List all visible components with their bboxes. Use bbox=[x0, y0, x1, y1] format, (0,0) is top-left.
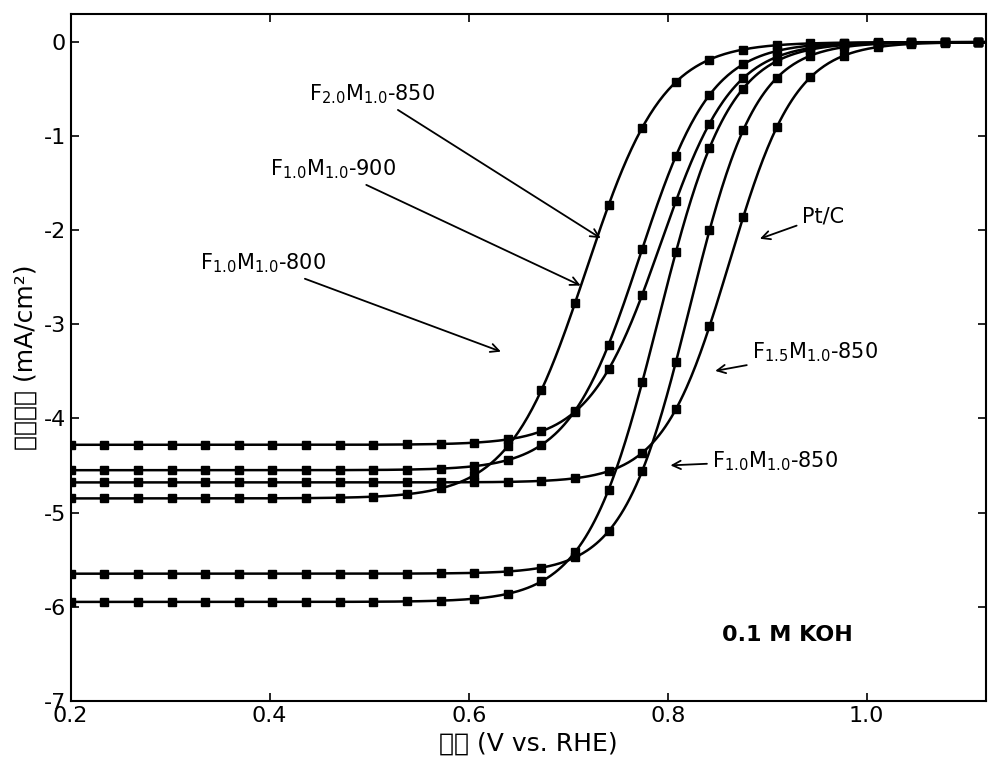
Y-axis label: 电流密度 (mA/cm²): 电流密度 (mA/cm²) bbox=[14, 265, 38, 450]
Text: F$_{1.0}$M$_{1.0}$-850: F$_{1.0}$M$_{1.0}$-850 bbox=[672, 449, 839, 473]
Text: F$_{2.0}$M$_{1.0}$-850: F$_{2.0}$M$_{1.0}$-850 bbox=[309, 82, 599, 237]
Text: F$_{1.0}$M$_{1.0}$-800: F$_{1.0}$M$_{1.0}$-800 bbox=[200, 251, 499, 352]
Text: F$_{1.5}$M$_{1.0}$-850: F$_{1.5}$M$_{1.0}$-850 bbox=[717, 341, 878, 373]
Text: F$_{1.0}$M$_{1.0}$-900: F$_{1.0}$M$_{1.0}$-900 bbox=[270, 158, 579, 285]
Text: Pt/C: Pt/C bbox=[762, 206, 844, 239]
X-axis label: 电压 (V vs. RHE): 电压 (V vs. RHE) bbox=[439, 731, 618, 755]
Text: 0.1 M KOH: 0.1 M KOH bbox=[722, 625, 852, 645]
